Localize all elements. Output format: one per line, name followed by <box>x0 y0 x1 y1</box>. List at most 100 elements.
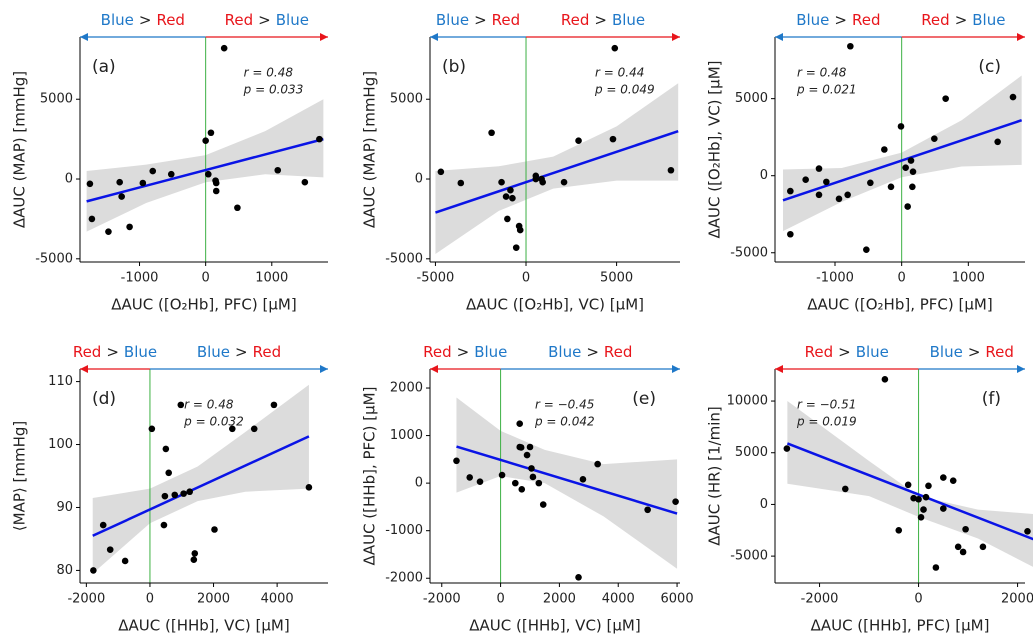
direction-label: Red > Blue <box>225 11 309 29</box>
arrow-head <box>430 33 438 41</box>
x-tick-label: 5000 <box>600 271 633 286</box>
data-point <box>815 191 823 199</box>
data-point <box>787 230 794 238</box>
data-point <box>528 465 535 472</box>
data-point <box>535 479 543 487</box>
x-tick-label: 4000 <box>602 592 635 607</box>
direction-word: Red <box>492 11 520 29</box>
y-tick-label: -5000 <box>730 549 768 564</box>
direction-word: > <box>235 343 248 361</box>
data-point <box>904 203 911 210</box>
direction-word: > <box>594 11 607 29</box>
data-point <box>915 495 922 503</box>
data-point <box>250 425 258 433</box>
data-point <box>148 425 156 433</box>
data-point <box>106 546 114 553</box>
data-point <box>920 506 927 513</box>
stat-annotation: p = 0.033 <box>243 83 304 97</box>
data-point <box>940 474 947 481</box>
data-point <box>904 481 912 489</box>
direction-word: Blue <box>474 343 507 361</box>
data-point <box>979 543 987 551</box>
data-point <box>457 179 465 187</box>
data-point <box>902 164 909 171</box>
x-tick-label: -5000 <box>417 271 455 286</box>
arrow-head <box>80 365 88 373</box>
data-point <box>165 469 173 477</box>
direction-label: Blue > Red <box>548 343 632 361</box>
data-point <box>186 488 193 496</box>
x-tick-label: 0 <box>898 271 906 286</box>
data-point <box>270 401 278 409</box>
direction-word: > <box>586 343 599 361</box>
regression-line <box>786 442 1033 541</box>
data-point <box>909 168 917 175</box>
stat-annotation: r = 0.48 <box>244 66 294 80</box>
x-tick-label: 4000 <box>261 592 294 607</box>
direction-word: Red <box>921 11 950 29</box>
data-point <box>942 95 949 102</box>
direction-word: Blue <box>548 343 581 361</box>
y-tick-label: -2000 <box>385 571 423 586</box>
data-point <box>516 420 524 427</box>
direction-label: Blue > Red <box>930 343 1014 361</box>
direction-word: Red <box>156 11 185 29</box>
data-point <box>611 44 619 52</box>
y-tick-label: -5000 <box>730 245 768 260</box>
direction-word: Blue <box>197 343 230 361</box>
direction-word: Blue <box>124 343 157 361</box>
regression-line <box>456 445 678 515</box>
confidence-band <box>92 384 309 574</box>
direction-word: > <box>474 11 487 29</box>
confidence-band <box>456 397 678 569</box>
data-point <box>532 172 540 180</box>
y-axis-label: ΔAUC (HR) [1/min] <box>706 406 724 546</box>
stat-annotation: r = −0.51 <box>797 398 856 412</box>
regression-line <box>435 129 679 214</box>
direction-label: Blue > Red <box>436 11 520 29</box>
y-tick-label: 5000 <box>40 92 73 107</box>
data-point <box>171 491 179 499</box>
y-tick-label: 80 <box>56 563 73 578</box>
arrow-head <box>775 33 783 41</box>
data-point <box>466 474 474 481</box>
data-point <box>783 445 791 452</box>
data-point <box>507 186 514 194</box>
direction-word: > <box>968 343 981 361</box>
data-point <box>940 505 947 512</box>
data-point <box>823 178 830 186</box>
panel-label: (b) <box>442 57 466 77</box>
y-tick-label: -1000 <box>385 523 423 538</box>
y-tick-label: 0 <box>415 476 423 491</box>
data-point <box>815 165 823 172</box>
stat-annotation: r = 0.44 <box>595 66 644 80</box>
arrow-head <box>1017 33 1025 41</box>
arrow-head <box>320 365 328 373</box>
confidence-band <box>787 401 1033 567</box>
y-axis-label: ⟨MAP⟩ [mmHg] <box>11 421 29 531</box>
data-point <box>202 137 209 145</box>
data-point <box>437 168 445 176</box>
x-axis-label: ΔAUC ([O₂Hb], VC) [μM] <box>466 296 644 314</box>
y-tick-label: 0 <box>760 168 768 183</box>
x-tick-label: 0 <box>202 271 210 286</box>
direction-label: Red > Blue <box>805 343 889 361</box>
direction-word: Red <box>985 343 1014 361</box>
data-point <box>1009 93 1017 101</box>
direction-word: Blue <box>276 11 309 29</box>
arrow-head <box>672 365 680 373</box>
data-point <box>228 425 236 433</box>
arrow-head <box>80 33 88 41</box>
data-point <box>910 494 917 502</box>
y-tick-label: -5000 <box>35 251 73 266</box>
y-tick-label: 100 <box>48 437 73 452</box>
data-point <box>453 457 460 465</box>
data-point <box>118 193 125 200</box>
data-point <box>847 42 854 50</box>
direction-word: Red <box>805 343 834 361</box>
data-point <box>907 157 915 164</box>
data-point <box>504 215 511 223</box>
y-axis-label: ΔAUC (MAP) [mmHg] <box>11 71 29 228</box>
stat-annotation: p = 0.032 <box>183 415 244 429</box>
data-point <box>539 501 547 508</box>
